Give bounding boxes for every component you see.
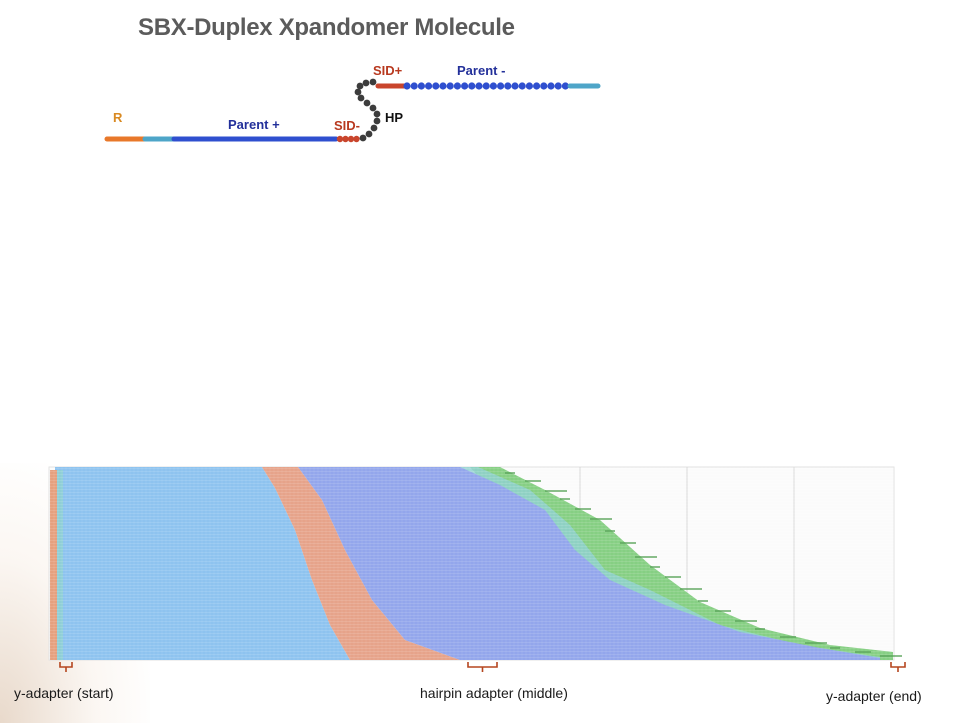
read-end-mark (560, 498, 570, 500)
parent-minus-bead (533, 82, 541, 90)
read-end-mark (605, 530, 615, 532)
parent-minus-bead (432, 82, 440, 90)
read-end-mark (715, 610, 731, 612)
parent-minus-bead (439, 82, 447, 90)
parent-minus-bead (518, 82, 526, 90)
read-end-mark (855, 651, 871, 653)
parent-minus-bead (504, 82, 512, 90)
parent-minus-bead (461, 82, 469, 90)
read-end-mark (505, 472, 515, 474)
parent-minus-bead (425, 82, 433, 90)
hairpin-bead (356, 82, 364, 90)
read-end-mark (575, 508, 591, 510)
sid-minus-bead (347, 135, 355, 143)
label-y-adapter-start: y-adapter (start) (14, 685, 114, 701)
read-end-mark (830, 647, 840, 649)
hairpin-bead (365, 130, 373, 138)
parent-minus-bead (547, 82, 555, 90)
parent-minus-bead (417, 82, 425, 90)
bracket-start (59, 662, 73, 672)
read-end-mark (880, 655, 902, 657)
read-end-mark (525, 480, 541, 482)
hairpin-bead (369, 104, 377, 112)
sid-minus-bead (342, 135, 349, 143)
read-end-mark (805, 642, 827, 644)
bracket-end (890, 662, 906, 672)
read-end-mark (735, 620, 757, 622)
parent-minus-bead (446, 82, 454, 90)
parent-minus-bead (540, 82, 548, 90)
label-sid-plus: SID+ (373, 63, 403, 78)
read-end-mark (665, 576, 681, 578)
label-r: R (113, 110, 123, 125)
read-end-mark (650, 566, 660, 568)
page-title: SBX-Duplex Xpandomer Molecule (138, 14, 515, 41)
read-end-mark (755, 628, 765, 630)
hairpin-bead (357, 94, 365, 102)
parent-minus-bead (453, 82, 461, 90)
parent-minus-bead (468, 82, 476, 90)
parent-minus-bead (525, 82, 534, 90)
parent-minus-bead (410, 82, 418, 90)
hairpin-bead (370, 124, 378, 132)
hairpin-bead (373, 110, 381, 118)
parent-minus-bead (489, 82, 497, 90)
label-parent-plus: Parent + (228, 117, 280, 132)
read-end-mark (620, 542, 636, 544)
parent-minus-bead (497, 82, 505, 90)
read-end-mark (698, 600, 708, 602)
parent-minus-bead (403, 82, 411, 90)
hairpin-bead (359, 134, 367, 142)
read-end-mark (680, 588, 702, 590)
hairpin-bead (369, 78, 377, 86)
parent-minus-bead (511, 82, 519, 90)
hairpin-bead (354, 88, 362, 96)
parent-minus-bead (475, 82, 483, 90)
read-end-mark (780, 636, 796, 638)
hairpin-bead (363, 99, 371, 107)
parent-minus-bead (554, 82, 562, 90)
bracket-middle (467, 662, 498, 672)
hairpin-bead (373, 117, 381, 125)
sid-minus-bead (336, 135, 344, 143)
label-hp: HP (385, 110, 403, 125)
hairpin-bead (362, 79, 370, 87)
label-sid-minus: SID- (334, 118, 360, 133)
parent-minus-bead (482, 82, 490, 90)
label-y-adapter-end: y-adapter (end) (826, 688, 922, 704)
molecule-diagram: R Parent + SID- HP SID+ Parent - (104, 63, 601, 143)
label-hairpin-adapter-middle: hairpin adapter (middle) (420, 685, 568, 701)
sid-minus-bead (353, 135, 360, 143)
read-end-mark (545, 490, 567, 492)
parent-minus-bead (561, 82, 570, 90)
label-parent-minus: Parent - (457, 63, 505, 78)
read-end-mark (635, 556, 657, 558)
pileup-texture (49, 467, 894, 660)
read-end-mark (590, 518, 612, 520)
